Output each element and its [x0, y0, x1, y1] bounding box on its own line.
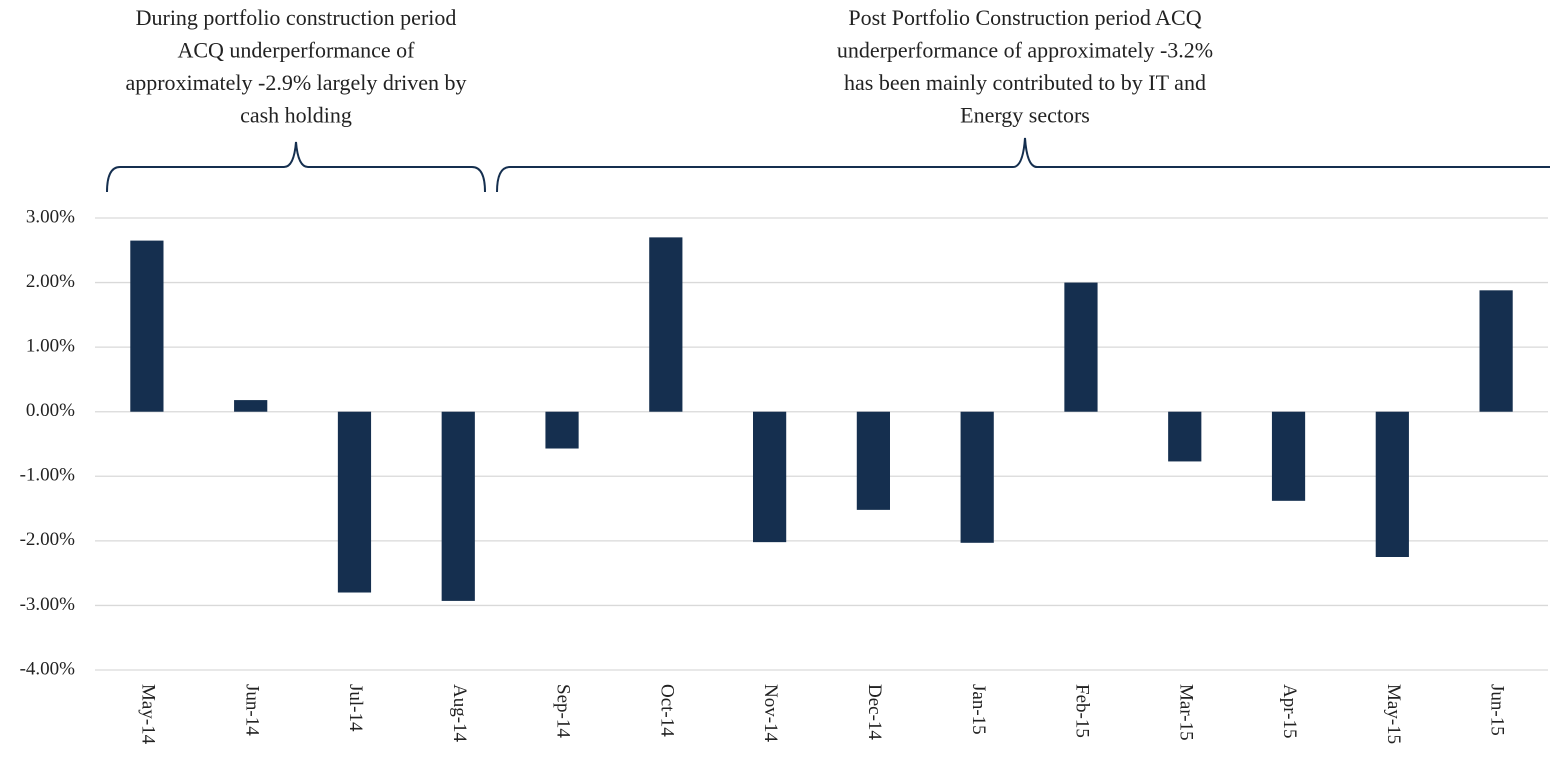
x-tick-label: May-14	[138, 684, 159, 745]
y-tick-label: -2.00%	[20, 529, 76, 550]
bar	[130, 240, 164, 412]
annotation: During portfolio construction period	[136, 5, 457, 30]
x-tick-label: Jul-14	[345, 684, 366, 732]
brace	[496, 137, 1550, 193]
annotation: approximately -2.9% largely driven by	[125, 70, 466, 95]
x-tick-label: Jun-14	[241, 684, 262, 736]
bar	[441, 411, 475, 601]
y-tick-label: 3.00%	[26, 206, 75, 227]
x-tick-label: Jan-15	[968, 684, 989, 735]
y-tick-label: 1.00%	[26, 336, 75, 357]
y-tick-label: -3.00%	[20, 594, 76, 615]
x-tick-label: Jun-15	[1487, 684, 1508, 736]
annotation: underperformance of approximately -3.2%	[837, 38, 1213, 63]
x-tick-label: Apr-15	[1279, 684, 1300, 739]
x-tick-label: Dec-14	[864, 684, 885, 740]
bar	[234, 400, 268, 412]
x-tick-label: Mar-15	[1175, 684, 1196, 741]
y-tick-label: -1.00%	[20, 465, 76, 486]
brace	[106, 141, 486, 193]
bar	[1479, 290, 1513, 412]
bar	[856, 411, 890, 510]
bar	[1271, 411, 1306, 501]
x-tick-label: Nov-14	[760, 684, 781, 743]
y-tick-label: 0.00%	[26, 400, 75, 421]
bar	[1064, 282, 1098, 412]
annotation: ACQ underperformance of	[177, 38, 415, 63]
bar	[960, 411, 994, 543]
x-tick-label: Oct-14	[656, 684, 677, 737]
x-tick-label: Sep-14	[553, 684, 574, 738]
bar	[545, 411, 579, 449]
bar	[753, 411, 787, 543]
annotation: Energy sectors	[960, 103, 1090, 128]
x-tick-label: Aug-14	[449, 684, 470, 743]
annotation: Post Portfolio Construction period ACQ	[848, 5, 1201, 30]
y-tick-label: -4.00%	[20, 658, 76, 679]
annotation: has been mainly contributed to by IT and	[844, 70, 1206, 95]
y-tick-label: 2.00%	[26, 271, 75, 292]
x-tick-label: Feb-15	[1072, 684, 1093, 738]
x-tick-label: May-15	[1383, 684, 1404, 744]
bar	[1168, 411, 1202, 462]
bar	[649, 237, 683, 412]
annotation: cash holding	[240, 103, 352, 128]
bar	[1375, 411, 1409, 557]
bar	[337, 411, 372, 593]
